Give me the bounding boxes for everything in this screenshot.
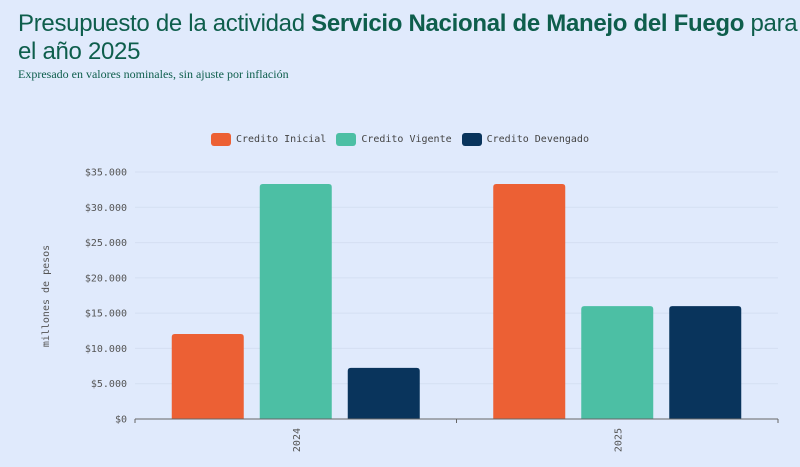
legend-label: Credito Vigente xyxy=(361,134,452,145)
y-tick-label: $15.000 xyxy=(85,309,127,320)
x-tick-label: 2024 xyxy=(292,428,303,452)
y-tick-label: $20.000 xyxy=(85,273,127,284)
legend-item[interactable]: Credito Inicial xyxy=(211,133,326,146)
x-tick-label: 2025 xyxy=(613,428,624,452)
bar-credito-devengado-2025 xyxy=(669,306,742,419)
bar-credito-devengado-2024 xyxy=(347,367,420,419)
title-prefix: Presupuesto de la actividad xyxy=(18,10,312,37)
y-tick-label: $0 xyxy=(115,415,127,426)
bar-credito-inicial-2025 xyxy=(493,183,566,419)
legend-swatch xyxy=(211,133,231,146)
legend: Credito Inicial Credito Vigente Credito De… xyxy=(0,133,800,146)
title-activity: Servicio Nacional de Manejo del Fuego xyxy=(311,10,745,37)
legend-item[interactable]: Credito Vigente xyxy=(336,133,452,146)
y-axis-label: millones de pesos xyxy=(41,245,52,347)
legend-swatch xyxy=(336,133,357,146)
bar-credito-inicial-2024 xyxy=(171,333,244,419)
title-suffix: para el año 2025 xyxy=(18,10,798,65)
y-tick-label: $5.000 xyxy=(91,379,127,390)
y-tick-label: $25.000 xyxy=(85,238,127,249)
bar-credito-vigente-2025 xyxy=(581,306,654,419)
y-tick-label: $30.000 xyxy=(85,203,127,214)
legend-swatch xyxy=(461,133,482,146)
legend-label: Credito Inicial xyxy=(236,134,327,145)
bar-credito-vigente-2024 xyxy=(259,183,332,419)
y-tick-label: $35.000 xyxy=(85,168,127,179)
y-tick-label: $10.000 xyxy=(85,344,127,355)
legend-label: Credito Devengado xyxy=(486,134,589,145)
chart-subtitle: Expresado en valores nominales, sin ajus… xyxy=(18,67,289,81)
legend-item[interactable]: Credito Devengado xyxy=(461,133,589,146)
chart-title: Presupuesto de la actividad Servicio Nac… xyxy=(18,10,798,66)
